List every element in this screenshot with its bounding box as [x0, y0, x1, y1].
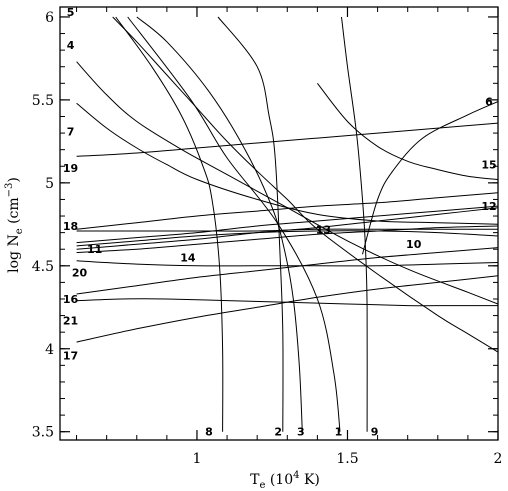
series-label-13: 13: [316, 223, 331, 236]
series-label-10: 10: [406, 238, 422, 251]
series-line-20: [76, 260, 498, 267]
series-line-12: [76, 207, 498, 250]
y-tick-label: 5.5: [32, 93, 54, 109]
y-tick-labels: 3.5 4 4.5 5 5.5 6: [32, 10, 54, 441]
major-ticks: [60, 7, 499, 440]
series-label-8: 8: [205, 426, 213, 439]
series-label-14: 14: [180, 252, 196, 265]
series-label-18: 18: [63, 220, 78, 233]
series-label-21: 21: [63, 315, 78, 328]
x-axis-title: Te (104 K): [250, 470, 320, 491]
series-line-6: [362, 101, 498, 255]
x-tick-label: 2: [494, 451, 503, 467]
y-axis-title-close: ): [6, 177, 22, 182]
series-line-7: [76, 102, 498, 225]
x-tick-label: 1: [193, 451, 202, 467]
series-line-13: [76, 230, 498, 247]
y-tick-label: 5: [45, 176, 54, 192]
x-axis-title-sup: 4: [293, 470, 299, 481]
series-label-17: 17: [63, 349, 78, 362]
series-line-18: [76, 228, 498, 232]
series-line-1: [127, 16, 341, 432]
series-line-19: [76, 122, 498, 157]
series-label-6: 6: [485, 96, 493, 109]
series-line-4: [76, 61, 498, 305]
series-label-12: 12: [481, 200, 496, 213]
series-line-21: [76, 298, 498, 307]
x-axis-title-sub: e: [259, 480, 265, 491]
series-label-5: 5: [67, 6, 75, 19]
series-label-20: 20: [72, 266, 88, 279]
series-line-15: [76, 192, 498, 230]
x-axis-title-open: (10: [265, 472, 293, 488]
series-line-9: [341, 16, 368, 432]
series-label-15: 15: [481, 159, 496, 172]
x-tick-labels: 1 1.5 2: [193, 451, 503, 467]
y-axis-title-open: (cm: [6, 197, 22, 228]
y-axis-title-sup: −3: [4, 183, 15, 198]
series-label-4: 4: [67, 39, 75, 52]
y-axis-title-sub: e: [14, 228, 25, 234]
x-tick-label: 1.5: [336, 451, 358, 467]
series-label-9: 9: [371, 426, 379, 439]
y-axis-title-main: log N: [6, 234, 22, 273]
series-label-3: 3: [297, 426, 305, 439]
series-line-3: [136, 16, 303, 432]
series-line-16: [76, 247, 498, 295]
plot-frame: [59, 6, 499, 441]
series-label-11: 11: [87, 243, 102, 256]
y-tick-label: 4.5: [32, 259, 54, 275]
series-label-19: 19: [63, 162, 78, 175]
y-tick-label: 3.5: [32, 425, 54, 441]
series-label-16: 16: [63, 293, 79, 306]
y-tick-label: 6: [45, 10, 54, 26]
series-line-14: [76, 205, 498, 244]
series-label-7: 7: [67, 125, 75, 138]
y-axis-title: log Ne (cm−3): [4, 177, 25, 273]
x-axis-title-close: K): [300, 472, 320, 488]
y-tick-label: 4: [45, 342, 54, 358]
series-line-2: [217, 16, 284, 432]
series-line-10: [317, 82, 498, 180]
series-label-1: 1: [335, 426, 343, 439]
series-line-11: [76, 225, 498, 253]
series-curves: [76, 16, 498, 432]
series-line-5: [112, 16, 498, 353]
series-line-8: [115, 16, 224, 432]
x-axis-title-main: T: [250, 472, 260, 488]
series-label-2: 2: [274, 426, 282, 439]
